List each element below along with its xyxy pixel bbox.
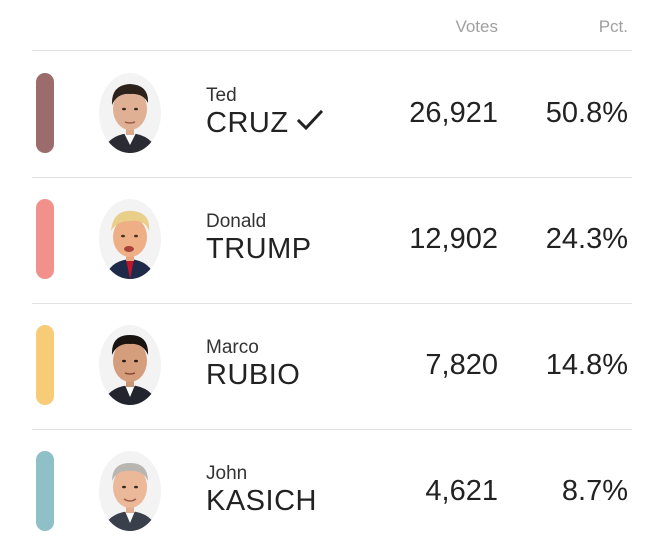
divider bbox=[32, 50, 632, 51]
candidate-first-name: Donald bbox=[206, 211, 267, 232]
candidate-first-name: Marco bbox=[206, 337, 259, 358]
candidate-first-name: Ted bbox=[206, 85, 237, 106]
candidate-pct: 24.3% bbox=[545, 223, 628, 255]
candidate-photo-kasich bbox=[99, 451, 161, 531]
candidate-votes: 12,902 bbox=[409, 223, 498, 255]
candidate-row-kasich: John KASICH 4,621 8.7% bbox=[0, 429, 670, 555]
divider bbox=[32, 177, 632, 178]
candidate-pct: 8.7% bbox=[561, 475, 628, 507]
candidate-pct: 14.8% bbox=[545, 349, 628, 381]
candidate-last-name-wrap: CRUZ bbox=[206, 107, 323, 140]
candidate-last-name: CRUZ bbox=[206, 107, 289, 139]
candidate-row-trump: Donald TRUMP 12,902 24.3% bbox=[0, 177, 670, 303]
candidate-votes: 4,621 bbox=[425, 475, 498, 507]
divider bbox=[32, 303, 632, 304]
candidate-row-cruz: Ted CRUZ 26,921 50.8% bbox=[0, 51, 670, 177]
candidate-row-rubio: Marco RUBIO 7,820 14.8% bbox=[0, 303, 670, 429]
party-color-bar bbox=[36, 325, 54, 405]
candidate-photo-cruz bbox=[99, 73, 161, 153]
divider bbox=[32, 429, 632, 430]
party-color-bar bbox=[36, 73, 54, 153]
votes-column-header: Votes bbox=[455, 17, 498, 36]
candidate-last-name: KASICH bbox=[206, 485, 317, 517]
results-table-header: Votes Pct. bbox=[0, 0, 670, 50]
candidate-last-name: TRUMP bbox=[206, 233, 312, 265]
party-color-bar bbox=[36, 451, 54, 531]
candidate-votes: 7,820 bbox=[425, 349, 498, 381]
candidate-pct: 50.8% bbox=[545, 97, 628, 129]
winner-checkmark-icon bbox=[296, 106, 323, 139]
candidate-photo-rubio bbox=[99, 325, 161, 405]
candidate-votes: 26,921 bbox=[409, 97, 498, 129]
candidate-first-name: John bbox=[206, 463, 248, 484]
pct-column-header: Pct. bbox=[598, 17, 628, 36]
party-color-bar bbox=[36, 199, 54, 279]
candidate-photo-trump bbox=[99, 199, 161, 279]
candidate-last-name: RUBIO bbox=[206, 359, 301, 391]
